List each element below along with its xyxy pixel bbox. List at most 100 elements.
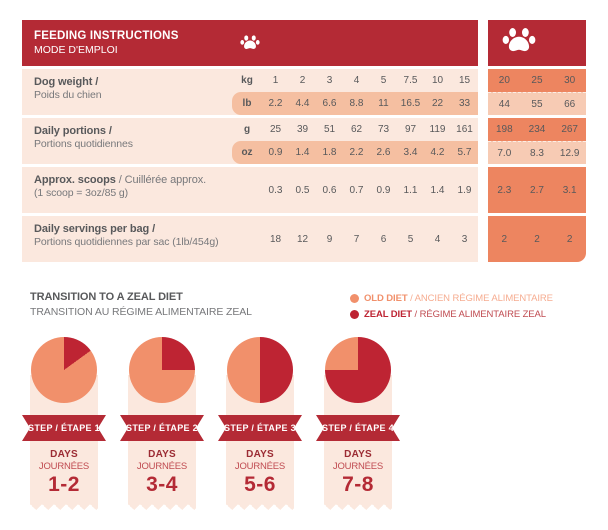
row-label-en: Daily servings per bag / [34,223,156,235]
step-banner-ribbon: STEP / ÉTAPE 3 [218,415,302,441]
row-label-fr: Portions quotidiennes par sac (1lb/454g) [34,236,219,248]
row-label: Dog weight / Poids du chien [22,69,232,115]
legend-zeal-fr: / RÉGIME ALIMENTAIRE ZEAL [412,309,547,320]
value-cell: 73 [377,124,390,135]
transition-step-2: STEP / ÉTAPE 2 DAYS JOURNÉES 3-4 [128,337,196,511]
value-cell: 1.9 [457,184,472,196]
row-label-fr: Portions quotidiennes [34,138,133,150]
value-cell: 0.6 [322,184,337,196]
value-cell: 11 [378,98,389,109]
row-daily-portions: Daily portions / Portions quotidiennes g… [22,118,478,164]
value-cell: 4 [434,233,441,245]
legend-old-en: OLD DIET [364,293,408,304]
large-dog-weight: 20 25 30 44 55 66 [488,69,586,115]
value-cell: 7.0 [497,147,512,159]
value-cell: 7 [353,233,360,245]
legend-zeal-diet-text: ZEAL DIET / RÉGIME ALIMENTAIRE ZEAL [364,309,546,320]
value-cell: 97 [404,124,417,135]
feeding-table: FEEDING INSTRUCTIONS MODE D'EMPLOI Dog w… [22,20,586,262]
table-title-fr: MODE D'EMPLOI [34,44,118,56]
step-banner-ribbon: STEP / ÉTAPE 1 [22,415,106,441]
value-cell: 44 [498,98,510,110]
days-range: 3-4 [146,473,178,496]
unit-label-kg: kg [241,75,253,86]
paw-icon-large [502,26,536,61]
value-cell: 2.2 [349,147,364,158]
large-dog-servings: 2 2 2 [488,216,586,262]
paw-icon-small [240,34,260,52]
days-label-en: DAYS [148,449,176,460]
value-cell: 5 [380,75,387,86]
value-cell: 2.6 [376,147,391,158]
large-dog-portions: 198 234 267 7.0 8.3 12.9 [488,118,586,164]
value-cell: 0.7 [349,184,364,196]
transition-title-en: TRANSITION TO A ZEAL DIET [30,291,183,303]
subrow-lb: lb 2.2 4.4 6.6 8.8 11 16.5 22 33 [232,92,478,115]
value-cell: 2 [299,75,306,86]
row-values: g 25 39 51 62 73 97 119 161 oz 0.9 1.4 1.8 2.2 2.6 3… [232,118,478,164]
scoops-label-en: Approx. scoops [34,174,116,186]
value-cell: 3 [461,233,468,245]
legend-old-diet-text: OLD DIET / ANCIEN RÉGIME ALIMENTAIRE [364,293,553,304]
table-header: FEEDING INSTRUCTIONS MODE D'EMPLOI [22,20,478,66]
value-cell: 10 [431,75,444,86]
value-cell: 51 [323,124,336,135]
value-cell: 198 [495,124,513,135]
row-approx-scoops: Approx. scoops / Cuillérée approx. (1 sc… [22,167,478,213]
days-label-en: DAYS [50,449,78,460]
value-cell: 2 [566,233,573,245]
value-cell: 2.3 [497,184,512,196]
value-cell: 15 [458,75,471,86]
row-label-fr: Poids du chien [34,89,102,101]
step-banner-ribbon: STEP / ÉTAPE 2 [120,415,204,441]
step-days: DAYS JOURNÉES 5-6 [226,449,294,497]
value-cell: 8.3 [530,147,544,159]
transition-title: TRANSITION TO A ZEAL DIET TRANSITION AU … [30,291,252,318]
row-dog-weight: Dog weight / Poids du chien kg 1 2 3 4 5 7.5 1… [22,69,478,115]
row-label-en: Approx. scoops / Cuillérée approx. [34,174,232,186]
value-cell: 267 [561,124,578,135]
feeding-table-main: FEEDING INSTRUCTIONS MODE D'EMPLOI Dog w… [22,20,478,262]
value-cell: 18 [269,233,282,245]
value-cell: 1 [272,75,279,86]
row-label: Daily servings per bag / Portions quotid… [22,216,232,262]
large-dog-scoops: 2.3 2.7 3.1 [488,167,586,213]
value-cell: 33 [458,98,471,109]
feeding-table-large-dogs: 20 25 30 44 55 66 198 234 267 7.0 8.3 12.9 2.3 2.… [488,20,586,262]
value-cell: 0.9 [376,184,391,196]
value-cell: 0.3 [268,184,283,196]
value-cell: 2.2 [268,98,283,109]
value-cell: 3.4 [403,147,418,158]
value-cell: 20 [498,75,510,86]
value-cell: 62 [350,124,363,135]
days-range: 1-2 [48,473,80,496]
value-cell: 119 [429,124,446,135]
legend-old-diet: OLD DIET / ANCIEN RÉGIME ALIMENTAIRE [350,293,553,304]
row-label: Approx. scoops / Cuillérée approx. (1 sc… [22,167,232,213]
legend-old-fr: / ANCIEN RÉGIME ALIMENTAIRE [407,293,553,304]
transition-steps: STEP / ÉTAPE 1 DAYS JOURNÉES 1-2 STEP / … [30,337,392,511]
step-days: DAYS JOURNÉES 7-8 [324,449,392,497]
value-cell: 7.5 [403,75,418,86]
days-label-fr: JOURNÉES [332,461,384,472]
value-cell: 3 [326,75,333,86]
row-label-en: Dog weight / [34,76,99,88]
row-label: Daily portions / Portions quotidiennes [22,118,232,164]
value-cell: 161 [456,124,473,135]
value-cell: 1.4 [430,184,445,196]
value-cell: 8.8 [349,98,364,109]
value-cell: 1.1 [403,184,418,196]
value-cell: 4 [353,75,360,86]
value-cell: 1.8 [322,147,337,158]
large-dog-header [488,20,586,66]
value-cell: 2.7 [530,184,544,196]
step-banner-ribbon: STEP / ÉTAPE 4 [316,415,400,441]
unit-label-g: g [243,124,251,135]
row-values: 18 12 9 7 6 5 4 3 [232,216,478,262]
days-label-fr: JOURNÉES [234,461,286,472]
value-cell: 3.1 [562,184,577,196]
diet-legend: OLD DIET / ANCIEN RÉGIME ALIMENTAIRE ZEA… [350,293,553,325]
value-cell: 9 [326,233,333,245]
value-cell: 6.6 [322,98,337,109]
step-days: DAYS JOURNÉES 3-4 [128,449,196,497]
